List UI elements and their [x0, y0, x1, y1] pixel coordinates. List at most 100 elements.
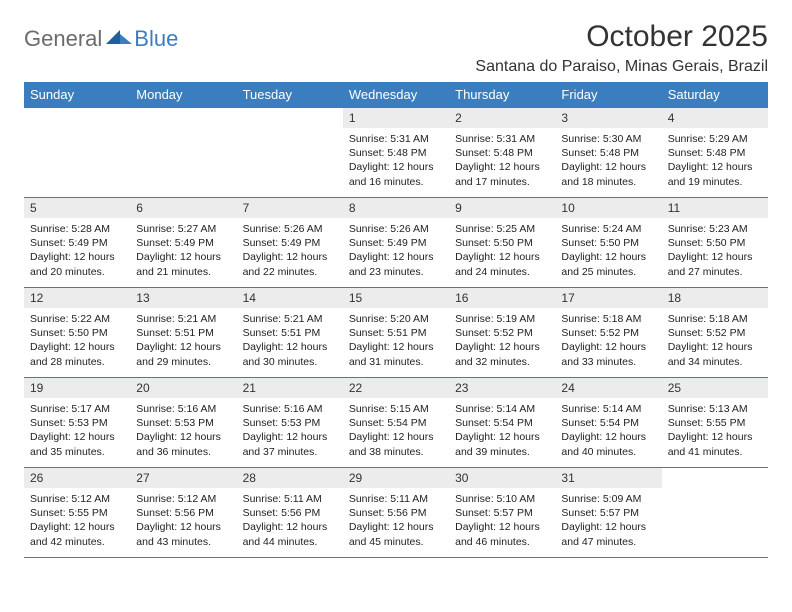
daylight-text: Daylight: 12 hours and 38 minutes.	[349, 430, 443, 458]
daylight-text: Daylight: 12 hours and 35 minutes.	[30, 430, 124, 458]
day-details: Sunrise: 5:21 AMSunset: 5:51 PMDaylight:…	[130, 308, 236, 375]
day-details: Sunrise: 5:28 AMSunset: 5:49 PMDaylight:…	[24, 218, 130, 285]
calendar-cell: 29Sunrise: 5:11 AMSunset: 5:56 PMDayligh…	[343, 468, 449, 558]
sunrise-text: Sunrise: 5:17 AM	[30, 402, 124, 416]
header: General Blue October 2025 Santana do Par…	[24, 20, 768, 76]
sunset-text: Sunset: 5:48 PM	[561, 146, 655, 160]
daylight-text: Daylight: 12 hours and 29 minutes.	[136, 340, 230, 368]
sunrise-text: Sunrise: 5:21 AM	[136, 312, 230, 326]
sunset-text: Sunset: 5:53 PM	[243, 416, 337, 430]
sunrise-text: Sunrise: 5:14 AM	[455, 402, 549, 416]
calendar-table: SundayMondayTuesdayWednesdayThursdayFrid…	[24, 82, 768, 558]
calendar-cell: 26Sunrise: 5:12 AMSunset: 5:55 PMDayligh…	[24, 468, 130, 558]
daylight-text: Daylight: 12 hours and 32 minutes.	[455, 340, 549, 368]
logo-text-blue: Blue	[134, 26, 178, 52]
day-details: Sunrise: 5:26 AMSunset: 5:49 PMDaylight:…	[237, 218, 343, 285]
day-number: 10	[555, 198, 661, 218]
day-details: Sunrise: 5:15 AMSunset: 5:54 PMDaylight:…	[343, 398, 449, 465]
sunrise-text: Sunrise: 5:26 AM	[243, 222, 337, 236]
daylight-text: Daylight: 12 hours and 23 minutes.	[349, 250, 443, 278]
calendar-week-row: 5Sunrise: 5:28 AMSunset: 5:49 PMDaylight…	[24, 198, 768, 288]
sunrise-text: Sunrise: 5:09 AM	[561, 492, 655, 506]
day-number: 16	[449, 288, 555, 308]
sunset-text: Sunset: 5:53 PM	[30, 416, 124, 430]
calendar-cell: 30Sunrise: 5:10 AMSunset: 5:57 PMDayligh…	[449, 468, 555, 558]
calendar-cell: 22Sunrise: 5:15 AMSunset: 5:54 PMDayligh…	[343, 378, 449, 468]
day-number: 9	[449, 198, 555, 218]
day-number: 11	[662, 198, 768, 218]
day-number: 27	[130, 468, 236, 488]
sunrise-text: Sunrise: 5:12 AM	[30, 492, 124, 506]
day-details: Sunrise: 5:27 AMSunset: 5:49 PMDaylight:…	[130, 218, 236, 285]
sunrise-text: Sunrise: 5:11 AM	[243, 492, 337, 506]
sunrise-text: Sunrise: 5:15 AM	[349, 402, 443, 416]
day-details: Sunrise: 5:31 AMSunset: 5:48 PMDaylight:…	[343, 128, 449, 195]
day-details: Sunrise: 5:10 AMSunset: 5:57 PMDaylight:…	[449, 488, 555, 555]
day-number: 26	[24, 468, 130, 488]
daylight-text: Daylight: 12 hours and 40 minutes.	[561, 430, 655, 458]
calendar-body: 1Sunrise: 5:31 AMSunset: 5:48 PMDaylight…	[24, 108, 768, 558]
sunrise-text: Sunrise: 5:22 AM	[30, 312, 124, 326]
daylight-text: Daylight: 12 hours and 43 minutes.	[136, 520, 230, 548]
day-number: 3	[555, 108, 661, 128]
calendar-cell: 6Sunrise: 5:27 AMSunset: 5:49 PMDaylight…	[130, 198, 236, 288]
day-number: 31	[555, 468, 661, 488]
sunrise-text: Sunrise: 5:31 AM	[349, 132, 443, 146]
day-details: Sunrise: 5:22 AMSunset: 5:50 PMDaylight:…	[24, 308, 130, 375]
day-details: Sunrise: 5:25 AMSunset: 5:50 PMDaylight:…	[449, 218, 555, 285]
weekday-header: Monday	[130, 82, 236, 108]
day-number-empty	[237, 108, 343, 128]
day-number: 7	[237, 198, 343, 218]
weekday-header: Thursday	[449, 82, 555, 108]
sunset-text: Sunset: 5:54 PM	[349, 416, 443, 430]
day-number: 4	[662, 108, 768, 128]
sunrise-text: Sunrise: 5:13 AM	[668, 402, 762, 416]
calendar-cell: 3Sunrise: 5:30 AMSunset: 5:48 PMDaylight…	[555, 108, 661, 198]
calendar-cell: 9Sunrise: 5:25 AMSunset: 5:50 PMDaylight…	[449, 198, 555, 288]
day-details: Sunrise: 5:18 AMSunset: 5:52 PMDaylight:…	[555, 308, 661, 375]
daylight-text: Daylight: 12 hours and 17 minutes.	[455, 160, 549, 188]
calendar-cell: 21Sunrise: 5:16 AMSunset: 5:53 PMDayligh…	[237, 378, 343, 468]
day-details: Sunrise: 5:09 AMSunset: 5:57 PMDaylight:…	[555, 488, 661, 555]
daylight-text: Daylight: 12 hours and 47 minutes.	[561, 520, 655, 548]
calendar-week-row: 1Sunrise: 5:31 AMSunset: 5:48 PMDaylight…	[24, 108, 768, 198]
sunset-text: Sunset: 5:48 PM	[668, 146, 762, 160]
daylight-text: Daylight: 12 hours and 21 minutes.	[136, 250, 230, 278]
calendar-cell: 16 Sunrise: 5:19 AMSunset: 5:52 PMDayligh…	[449, 288, 555, 378]
day-details: Sunrise: 5:18 AMSunset: 5:52 PMDaylight:…	[662, 308, 768, 375]
day-number: 15	[343, 288, 449, 308]
sunset-text: Sunset: 5:53 PM	[136, 416, 230, 430]
day-details: Sunrise: 5:14 AMSunset: 5:54 PMDaylight:…	[449, 398, 555, 465]
sunset-text: Sunset: 5:50 PM	[455, 236, 549, 250]
day-number-empty	[662, 468, 768, 488]
sunset-text: Sunset: 5:52 PM	[455, 326, 549, 340]
sunset-text: Sunset: 5:51 PM	[136, 326, 230, 340]
weekday-header: Sunday	[24, 82, 130, 108]
calendar-cell: 12Sunrise: 5:22 AMSunset: 5:50 PMDayligh…	[24, 288, 130, 378]
calendar-cell	[662, 468, 768, 558]
daylight-text: Daylight: 12 hours and 46 minutes.	[455, 520, 549, 548]
day-details: Sunrise: 5:11 AMSunset: 5:56 PMDaylight:…	[343, 488, 449, 555]
sunrise-text: Sunrise: 5:18 AM	[561, 312, 655, 326]
sunrise-text: Sunrise: 5:19 AM	[455, 312, 549, 326]
sunset-text: Sunset: 5:51 PM	[243, 326, 337, 340]
weekday-header: Saturday	[662, 82, 768, 108]
sunrise-text: Sunrise: 5:14 AM	[561, 402, 655, 416]
sunrise-text: Sunrise: 5:18 AM	[668, 312, 762, 326]
calendar-cell: 18Sunrise: 5:18 AMSunset: 5:52 PMDayligh…	[662, 288, 768, 378]
day-details: Sunrise: 5:31 AMSunset: 5:48 PMDaylight:…	[449, 128, 555, 195]
calendar-cell: 25Sunrise: 5:13 AMSunset: 5:55 PMDayligh…	[662, 378, 768, 468]
day-number: 18	[662, 288, 768, 308]
calendar-cell: 20Sunrise: 5:16 AMSunset: 5:53 PMDayligh…	[130, 378, 236, 468]
day-details: Sunrise: 5:12 AMSunset: 5:56 PMDaylight:…	[130, 488, 236, 555]
sunset-text: Sunset: 5:48 PM	[455, 146, 549, 160]
day-details: Sunrise: 5:21 AMSunset: 5:51 PMDaylight:…	[237, 308, 343, 375]
daylight-text: Daylight: 12 hours and 30 minutes.	[243, 340, 337, 368]
logo-mark-icon	[106, 28, 132, 51]
calendar-cell: 7Sunrise: 5:26 AMSunset: 5:49 PMDaylight…	[237, 198, 343, 288]
calendar-cell: 13Sunrise: 5:21 AMSunset: 5:51 PMDayligh…	[130, 288, 236, 378]
day-number: 13	[130, 288, 236, 308]
day-number: 1	[343, 108, 449, 128]
calendar-cell: 19Sunrise: 5:17 AMSunset: 5:53 PMDayligh…	[24, 378, 130, 468]
sunrise-text: Sunrise: 5:29 AM	[668, 132, 762, 146]
